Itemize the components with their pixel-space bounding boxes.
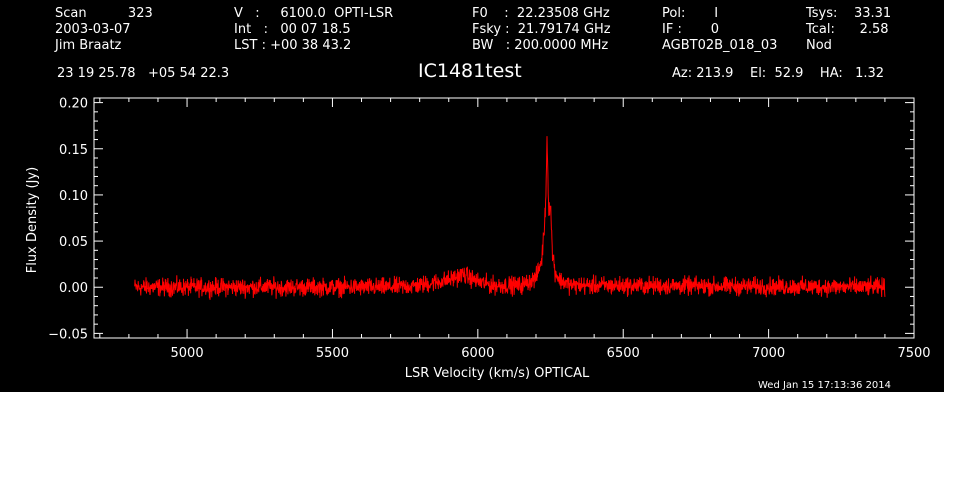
scan-number: Scan 323 bbox=[55, 6, 153, 21]
x-tick-label: 6500 bbox=[607, 346, 640, 361]
observer-name: Jim Braatz bbox=[55, 38, 122, 53]
calibration-temperature: Tcal: 2.58 bbox=[806, 22, 889, 37]
y-tick-label: 0.05 bbox=[59, 235, 88, 250]
project-id: AGBT02B_018_03 bbox=[662, 38, 778, 53]
axis-tick-labels: 5000 5500 6000 6500 7000 7500 −0.05 0.00 0.05 0.1… bbox=[48, 97, 930, 361]
spectrum-chart: 5000 5500 6000 6500 7000 7500 −0.05 0.00 0.05 0.1… bbox=[25, 97, 931, 381]
chart-title: IC1481test bbox=[418, 60, 522, 82]
y-tick-label: 0.00 bbox=[59, 281, 88, 296]
system-temperature: Tsys: 33.31 bbox=[806, 6, 892, 21]
y-tick-label: 0.10 bbox=[59, 189, 88, 204]
integration-time: Int : 00 07 18.5 bbox=[234, 22, 351, 37]
timestamp: Wed Jan 15 17:13:36 2014 bbox=[758, 380, 892, 391]
observing-mode: Nod bbox=[806, 38, 832, 53]
axis-ticks bbox=[94, 98, 915, 338]
x-tick-label: 7500 bbox=[897, 346, 930, 361]
if-number: IF : 0 bbox=[662, 22, 720, 37]
plot-frame bbox=[93, 97, 915, 339]
x-tick-label: 5500 bbox=[316, 346, 349, 361]
x-tick-label: 5000 bbox=[171, 346, 204, 361]
bandwidth: BW : 200.0000 MHz bbox=[472, 38, 609, 53]
observation-date: 2003-03-07 bbox=[55, 22, 131, 37]
y-axis-label: Flux Density (Jy) bbox=[25, 167, 40, 273]
lst-info: LST : +00 38 43.2 bbox=[234, 38, 352, 53]
series-layer bbox=[134, 136, 886, 300]
source-coordinates: 23 19 25.78 +05 54 22.3 bbox=[57, 66, 230, 81]
y-tick-label: −0.05 bbox=[48, 327, 88, 342]
y-tick-label: 0.15 bbox=[59, 143, 88, 158]
velocity-info: V : 6100.0 OPTI-LSR bbox=[234, 6, 394, 21]
x-tick-label: 7000 bbox=[752, 346, 785, 361]
sky-frequency: Fsky : 21.79174 GHz bbox=[472, 22, 611, 37]
x-axis-label: LSR Velocity (km/s) OPTICAL bbox=[405, 366, 590, 381]
y-tick-label: 0.20 bbox=[59, 97, 88, 112]
spectrum-series-line bbox=[134, 136, 886, 300]
rest-frequency: F0 : 22.23508 GHz bbox=[472, 6, 610, 21]
plot-panel: Scan 323 2003-03-07 Jim Braatz V : 6100.… bbox=[0, 0, 944, 392]
polarization: Pol: I bbox=[662, 6, 719, 21]
x-tick-label: 6000 bbox=[461, 346, 494, 361]
az-el-ha: Az: 213.9 El: 52.9 HA: 1.32 bbox=[672, 66, 885, 81]
